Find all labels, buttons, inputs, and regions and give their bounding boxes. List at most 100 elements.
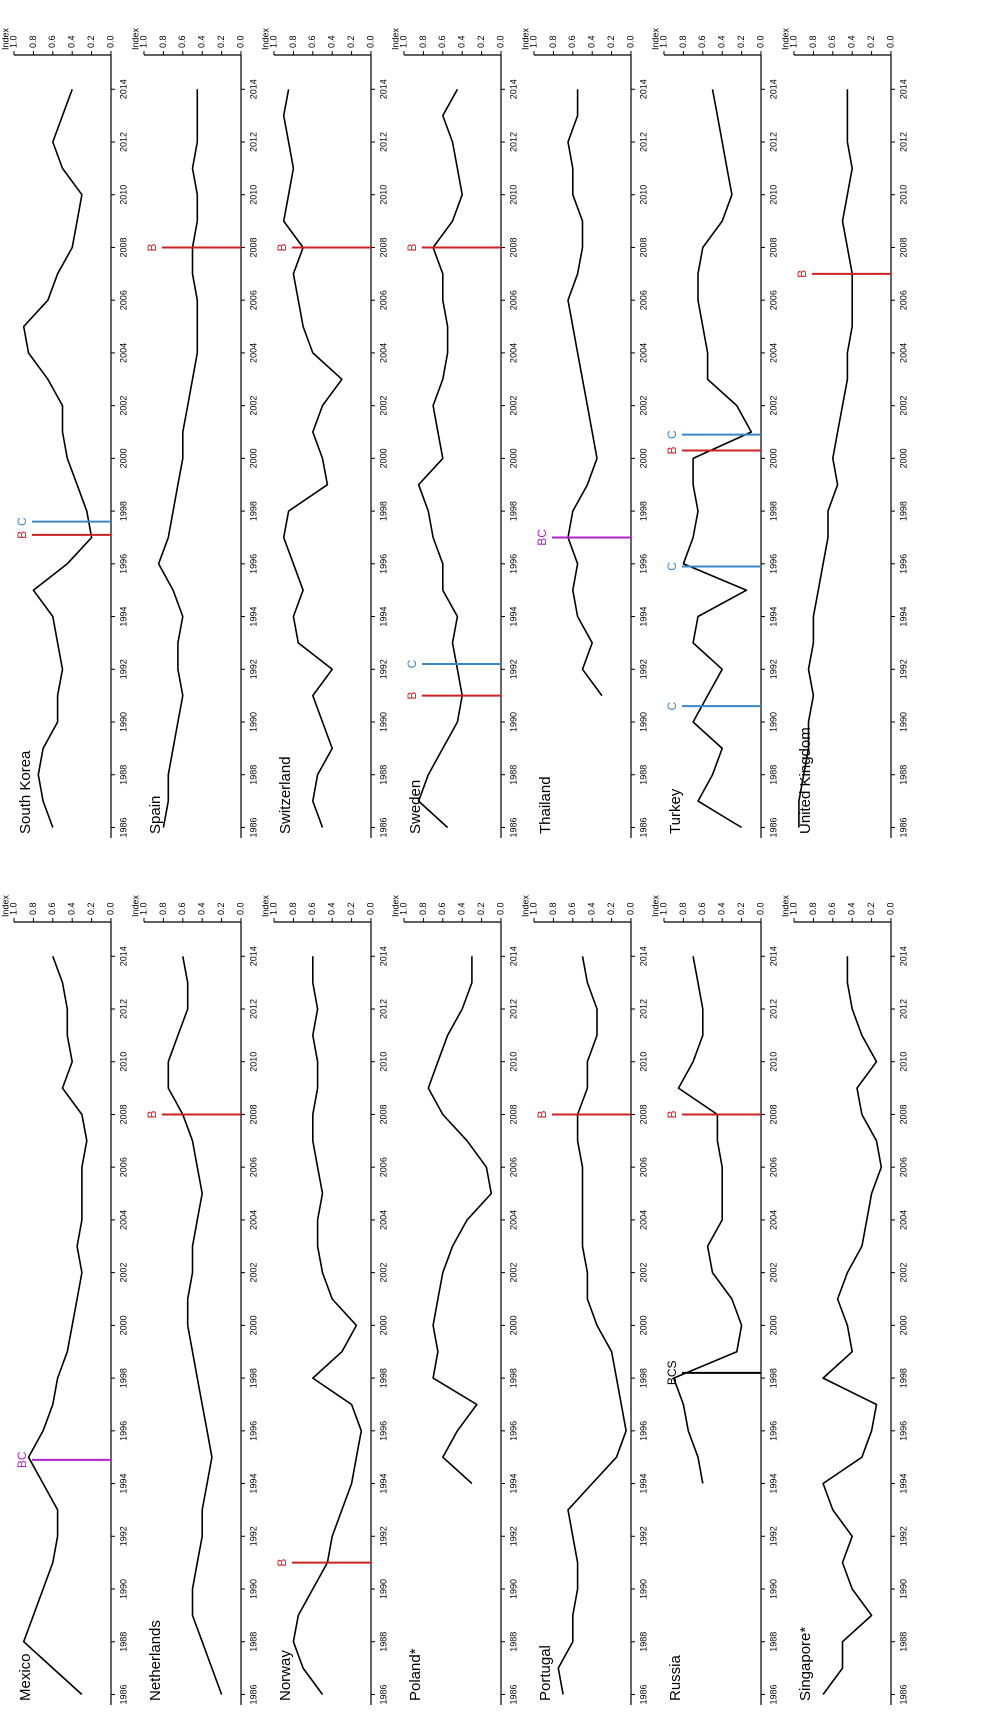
x-tick-label: 2002 bbox=[508, 396, 518, 416]
x-tick-label: 2000 bbox=[638, 1315, 648, 1335]
x-tick-label: 1996 bbox=[508, 554, 518, 574]
y-tick-label: 0.0 bbox=[885, 35, 895, 48]
x-tick-label: 2012 bbox=[768, 999, 778, 1019]
x-tick-label: 2004 bbox=[768, 1210, 778, 1230]
event-label: C bbox=[405, 659, 419, 668]
panel-title: Thailand bbox=[537, 776, 554, 834]
x-tick-label: 2006 bbox=[378, 1157, 388, 1177]
y-tick-label: 0.8 bbox=[158, 35, 168, 48]
x-tick-label: 2004 bbox=[508, 1210, 518, 1230]
x-tick-label: 1996 bbox=[378, 554, 388, 574]
x-tick-label: 2004 bbox=[768, 343, 778, 363]
x-tick-label: 2006 bbox=[638, 1157, 648, 1177]
panel-title: Spain bbox=[147, 796, 164, 834]
y-tick-label: 1.0 bbox=[268, 35, 278, 48]
x-tick-label: 2008 bbox=[378, 237, 388, 257]
x-tick-label: 2010 bbox=[638, 185, 648, 205]
x-tick-label: 2002 bbox=[508, 1263, 518, 1283]
x-tick-label: 2002 bbox=[638, 396, 648, 416]
x-tick-label: 2006 bbox=[118, 290, 128, 310]
x-tick-label: 1988 bbox=[118, 765, 128, 785]
data-line bbox=[22, 956, 88, 1696]
x-tick-label: 1986 bbox=[248, 1684, 258, 1704]
x-tick-label: 2014 bbox=[768, 946, 778, 966]
x-tick-label: 2004 bbox=[638, 1210, 648, 1230]
y-tick-label: 0.6 bbox=[177, 902, 187, 915]
y-tick-label: 0.2 bbox=[216, 902, 226, 915]
panel-title: Turkey bbox=[667, 788, 684, 834]
x-tick-label: 1994 bbox=[248, 607, 258, 627]
x-tick-label: 1992 bbox=[248, 659, 258, 679]
event-label: B bbox=[665, 1110, 679, 1118]
x-tick-label: 1990 bbox=[898, 712, 908, 732]
x-tick-label: 2008 bbox=[118, 1104, 128, 1124]
y-axis-label: Index bbox=[650, 27, 660, 50]
x-tick-label: 2010 bbox=[638, 1052, 648, 1072]
x-tick-label: 2002 bbox=[248, 396, 258, 416]
x-tick-label: 1988 bbox=[508, 1632, 518, 1652]
y-tick-label: 0.8 bbox=[28, 35, 38, 48]
x-tick-label: 2000 bbox=[248, 1315, 258, 1335]
x-tick-label: 2010 bbox=[378, 1052, 388, 1072]
y-tick-label: 0.2 bbox=[86, 902, 96, 915]
x-tick-label: 1986 bbox=[638, 1684, 648, 1704]
y-tick-label: 0.0 bbox=[625, 902, 635, 915]
x-tick-label: 1986 bbox=[508, 1684, 518, 1704]
y-tick-label: 0.8 bbox=[808, 902, 818, 915]
x-tick-label: 1988 bbox=[898, 765, 908, 785]
x-tick-label: 1990 bbox=[378, 1579, 388, 1599]
y-tick-label: 0.0 bbox=[235, 35, 245, 48]
x-tick-label: 1990 bbox=[118, 712, 128, 732]
data-line bbox=[157, 89, 199, 828]
x-tick-label: 1992 bbox=[248, 1526, 258, 1546]
event-label: B bbox=[145, 243, 159, 251]
x-tick-label: 2012 bbox=[248, 999, 258, 1019]
x-tick-label: 2000 bbox=[508, 1315, 518, 1335]
x-tick-label: 2002 bbox=[638, 1263, 648, 1283]
y-tick-label: 0.2 bbox=[606, 35, 616, 48]
x-tick-label: 1992 bbox=[768, 659, 778, 679]
y-tick-label: 0.2 bbox=[346, 902, 356, 915]
x-tick-label: 2010 bbox=[768, 1052, 778, 1072]
x-tick-label: 2000 bbox=[768, 448, 778, 468]
y-axis-label: Index bbox=[260, 894, 270, 917]
x-tick-label: 2004 bbox=[248, 343, 258, 363]
x-tick-label: 2010 bbox=[898, 185, 908, 205]
y-tick-label: 0.2 bbox=[476, 902, 486, 915]
y-tick-label: 0.0 bbox=[495, 902, 505, 915]
y-tick-label: 0.8 bbox=[288, 902, 298, 915]
x-tick-label: 1990 bbox=[248, 1579, 258, 1599]
x-tick-label: 1996 bbox=[118, 1421, 128, 1441]
x-tick-label: 2004 bbox=[898, 1210, 908, 1230]
x-tick-label: 2006 bbox=[118, 1157, 128, 1177]
x-tick-label: 2002 bbox=[378, 396, 388, 416]
x-tick-label: 1992 bbox=[378, 659, 388, 679]
data-line bbox=[22, 89, 93, 828]
y-tick-label: 0.2 bbox=[86, 35, 96, 48]
x-tick-label: 2008 bbox=[248, 1104, 258, 1124]
x-tick-label: 1986 bbox=[638, 817, 648, 837]
y-tick-label: 0.8 bbox=[678, 35, 688, 48]
y-tick-label: 0.2 bbox=[866, 902, 876, 915]
x-tick-label: 1998 bbox=[768, 501, 778, 521]
y-tick-label: 0.4 bbox=[457, 902, 467, 915]
event-label: B bbox=[275, 243, 289, 251]
y-tick-label: 0.8 bbox=[678, 902, 688, 915]
x-tick-label: 2004 bbox=[378, 1210, 388, 1230]
y-tick-label: 0.8 bbox=[548, 35, 558, 48]
data-line bbox=[567, 89, 603, 697]
x-tick-label: 1992 bbox=[378, 1526, 388, 1546]
x-tick-label: 2014 bbox=[508, 946, 518, 966]
x-tick-label: 1992 bbox=[638, 659, 648, 679]
x-tick-label: 2014 bbox=[378, 79, 388, 99]
x-tick-label: 2006 bbox=[248, 1157, 258, 1177]
x-tick-label: 2008 bbox=[508, 1104, 518, 1124]
panel-title: Russia bbox=[667, 1654, 684, 1701]
x-tick-label: 1986 bbox=[898, 1684, 908, 1704]
x-tick-label: 1994 bbox=[638, 607, 648, 627]
x-tick-label: 1986 bbox=[898, 817, 908, 837]
x-tick-label: 2008 bbox=[118, 237, 128, 257]
x-tick-label: 2014 bbox=[118, 946, 128, 966]
x-tick-label: 2014 bbox=[508, 79, 518, 99]
